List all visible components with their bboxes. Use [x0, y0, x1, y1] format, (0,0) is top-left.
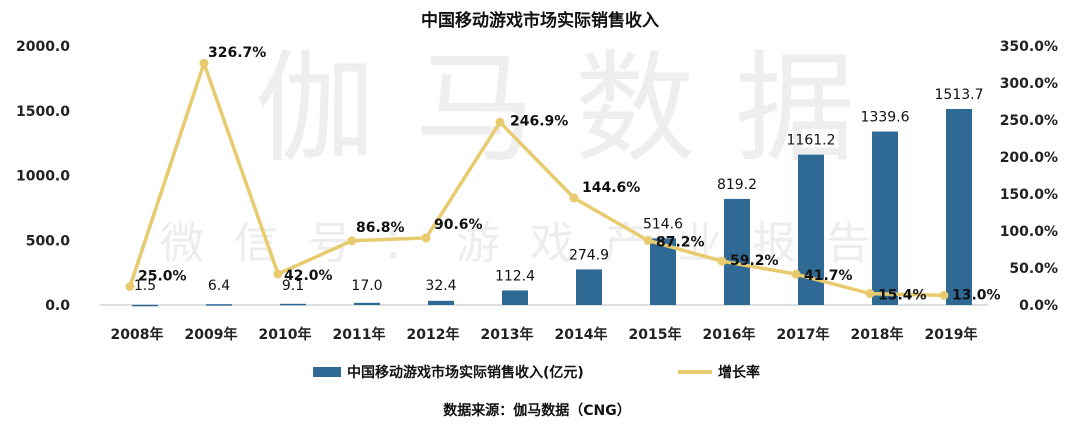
growth-point	[495, 117, 505, 127]
bar-value-label: 1513.7	[935, 87, 984, 103]
growth-value-label: 59.2%	[730, 253, 779, 269]
growth-value-label: 87.2%	[656, 234, 705, 250]
bar-value-label: 514.6	[643, 216, 683, 232]
growth-value-label: 90.6%	[434, 217, 483, 233]
growth-point	[791, 269, 801, 279]
legend-line-label: 增长率	[718, 364, 760, 381]
growth-line	[128, 61, 945, 298]
growth-point	[273, 269, 283, 279]
x-tick-label: 2009年	[185, 326, 238, 343]
x-tick-label: 2014年	[555, 326, 608, 343]
y-left-tick-label: 1500.0	[16, 104, 70, 120]
growth-point	[717, 256, 727, 266]
bar	[650, 238, 676, 305]
growth-point	[939, 290, 949, 300]
growth-point	[865, 289, 875, 299]
growth-value-label: 86.8%	[356, 220, 405, 236]
watermark-main: 伽马数据	[255, 40, 895, 179]
growth-point	[347, 236, 357, 246]
x-tick-label: 2013年	[481, 326, 534, 343]
x-tick-label: 2011年	[333, 326, 386, 343]
legend-bar-swatch	[313, 367, 341, 377]
bar	[872, 131, 898, 305]
growth-point	[643, 235, 653, 245]
x-tick-label: 2012年	[407, 326, 460, 343]
bar	[502, 290, 528, 305]
y-right-tick-label: 0.0%	[1019, 298, 1058, 314]
y-axis-right: 0.0% 50.0% 100.0% 150.0% 200.0% 250.0% 300.0% 3…	[1000, 39, 1058, 314]
bar-value-label: 274.9	[569, 247, 609, 263]
growth-point	[199, 58, 209, 68]
watermark-sub: 微信号：游戏产业报告	[160, 218, 900, 269]
bar	[354, 302, 380, 305]
bar-value-label: 1339.6	[861, 110, 910, 126]
bar	[576, 269, 602, 305]
line-series	[125, 58, 949, 300]
legend-bar-label: 中国移动游戏市场实际销售收入(亿元)	[347, 364, 584, 381]
bar-value-label: 1.5	[134, 278, 156, 294]
bar	[428, 300, 454, 305]
bar	[946, 108, 972, 305]
growth-point	[569, 193, 579, 203]
y-right-tick-label: 250.0%	[1000, 113, 1058, 129]
bar-value-label: 112.4	[495, 268, 535, 284]
x-tick-label: 2008年	[111, 326, 164, 343]
y-right-tick-label: 300.0%	[1000, 76, 1058, 92]
bar	[724, 198, 750, 305]
y-right-tick-label: 50.0%	[1009, 261, 1058, 277]
bar-value-label: 1161.2	[787, 133, 836, 149]
source-note: 数据来源：伽马数据（CNG）	[443, 402, 630, 419]
growth-value-label: 326.7%	[208, 45, 266, 61]
growth-value-label: 144.6%	[582, 180, 640, 196]
growth-point	[125, 282, 135, 291]
bar-value-label: 9.1	[282, 278, 304, 294]
x-tick-label: 2017年	[777, 326, 830, 343]
x-tick-label: 2019年	[925, 326, 978, 343]
y-right-tick-label: 100.0%	[1000, 224, 1058, 240]
y-left-tick-label: 2000.0	[16, 39, 70, 55]
chart-title: 中国移动游戏市场实际销售收入	[421, 10, 659, 31]
growth-value-label: 15.4%	[878, 288, 927, 304]
y-right-tick-label: 200.0%	[1000, 150, 1058, 166]
line-labels: 25.0% 326.7% 42.0% 86.8% 90.6% 246.9% 144.6% 87…	[138, 45, 1001, 303]
bar	[132, 304, 158, 307]
y-axis-left: 0.0 500.0 1000.0 1500.0 2000.0	[16, 39, 70, 314]
y-left-tick-label: 0.0	[45, 298, 70, 314]
x-tick-label: 2015年	[629, 326, 682, 343]
x-tick-label: 2016年	[703, 326, 756, 343]
bar-series	[132, 108, 972, 307]
growth-value-label: 13.0%	[952, 287, 1001, 303]
bar	[280, 303, 306, 306]
bar-value-label: 6.4	[208, 278, 230, 294]
x-tick-labels: 2008年 2009年 2010年 2011年 2012年 2013年 2014年 2015年…	[111, 326, 978, 343]
bar-value-label: 32.4	[425, 278, 456, 294]
y-right-tick-label: 350.0%	[1000, 39, 1058, 55]
y-left-tick-label: 1000.0	[16, 169, 70, 185]
bar-value-label: 17.0	[351, 278, 382, 294]
legend: 中国移动游戏市场实际销售收入(亿元) 增长率	[313, 364, 760, 381]
watermark: 伽马数据 微信号：游戏产业报告	[160, 40, 900, 269]
growth-point	[421, 233, 431, 243]
y-right-tick-label: 150.0%	[1000, 187, 1058, 203]
y-left-tick-label: 500.0	[26, 233, 71, 249]
bar-value-label: 819.2	[717, 177, 757, 193]
x-tick-label: 2010年	[259, 326, 312, 343]
x-tick-label: 2018年	[851, 326, 904, 343]
growth-value-label: 246.9%	[510, 113, 568, 129]
growth-value-label: 41.7%	[804, 268, 853, 284]
growth-value-label: 42.0%	[284, 268, 333, 284]
growth-value-label: 25.0%	[138, 269, 187, 285]
bar-labels: 1.5 6.4 9.1 17.0 32.4 112.4 274.9 514.6 819.2 116…	[134, 87, 984, 294]
bar	[206, 304, 232, 306]
